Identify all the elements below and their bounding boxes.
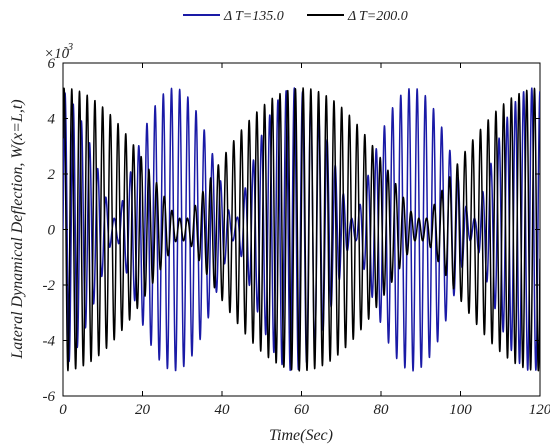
tick-layer: 0 20 40 60 80 100 120 -6 -4 -2 0 2 4 6 xyxy=(43,56,550,418)
x-tick-label: 60 xyxy=(294,402,310,418)
legend-label-series-1: T=135.0 xyxy=(235,9,284,24)
x-tick-label: 20 xyxy=(135,402,151,418)
x-tick-label: 40 xyxy=(215,402,231,418)
x-tick-label: 80 xyxy=(374,402,390,418)
legend-delta-symbol-2: Δ xyxy=(347,9,356,24)
y-tick-label: 0 xyxy=(48,223,56,239)
legend: Δ T=135.0 Δ T=200.0 xyxy=(183,9,408,24)
y-tick-label: 6 xyxy=(48,56,56,72)
y-tick-label: -4 xyxy=(43,334,56,350)
legend-delta-symbol-1: Δ xyxy=(223,9,232,24)
x-tick-label: 100 xyxy=(449,402,472,418)
y-tick-label: -6 xyxy=(43,389,56,405)
x-axis-label: Time(Sec) xyxy=(269,427,333,444)
series-line-2 xyxy=(63,87,540,372)
y-tick-label: 4 xyxy=(48,112,56,128)
x-tick-label: 120 xyxy=(529,402,550,418)
x-tick-label: 0 xyxy=(59,402,67,418)
y-scale-multiplier: ×10 xyxy=(44,46,70,62)
y-tick-label: 2 xyxy=(48,167,56,183)
y-scale-exponent: -3 xyxy=(64,41,74,53)
y-axis-label: Lateral Dynamical Deflection, W(x=L,t) xyxy=(9,99,26,359)
legend-label-series-2: T=200.0 xyxy=(359,9,408,24)
series-layer xyxy=(63,87,540,372)
y-tick-label: -2 xyxy=(43,278,56,294)
